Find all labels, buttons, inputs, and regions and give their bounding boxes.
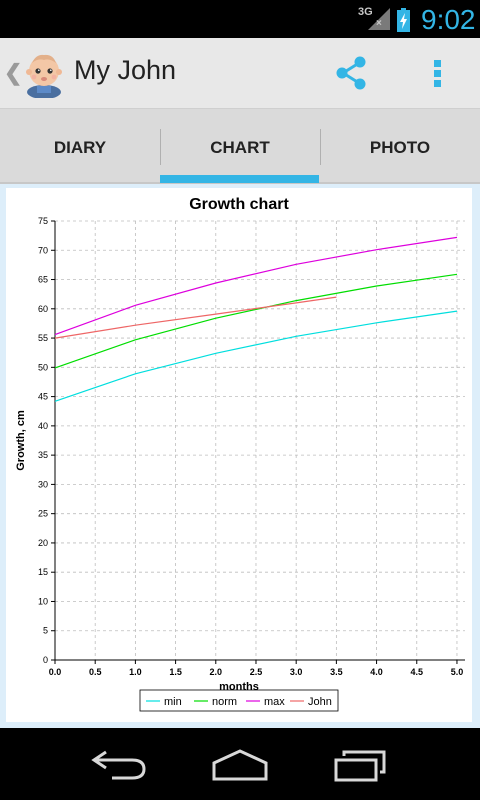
tab-bar-divider <box>0 182 480 184</box>
y-tick-label: 5 <box>43 626 48 636</box>
x-tick-label: 4.0 <box>370 667 383 677</box>
x-tick-label: 2.5 <box>250 667 263 677</box>
x-tick-label: 0.0 <box>49 667 62 677</box>
x-tick-label: 1.5 <box>169 667 182 677</box>
legend-label-max: max <box>264 696 285 708</box>
no-data-indicator: × <box>376 18 382 29</box>
home-icon <box>212 749 268 781</box>
share-button[interactable] <box>330 52 374 96</box>
growth-chart: Growth chart 0 5 10 15 20 25 30 35 40 45 50 55 60 65 70… <box>15 196 465 712</box>
y-tick-label: 60 <box>38 304 48 314</box>
overflow-menu-button[interactable] <box>416 52 460 96</box>
x-tick-label: 4.5 <box>411 667 424 677</box>
x-tick-label: 0.5 <box>89 667 102 677</box>
y-tick-label: 70 <box>38 245 48 255</box>
x-tick-label: 3.5 <box>330 667 343 677</box>
tab-photo[interactable]: PHOTO <box>320 109 480 185</box>
share-icon <box>336 56 366 90</box>
series-line-min <box>54 310 458 402</box>
y-axis-label: Growth, cm <box>15 410 27 471</box>
network-type: 3G <box>358 6 373 18</box>
home-up-button[interactable]: ❮ <box>0 38 70 108</box>
y-tick-label: 50 <box>38 362 48 372</box>
y-tick-label: 55 <box>38 333 48 343</box>
y-tick-label: 0 <box>43 655 48 665</box>
tab-chart[interactable]: CHART <box>160 109 320 185</box>
chart-legend <box>139 689 339 712</box>
status-bar: 3G × 9:02 <box>0 0 480 38</box>
x-tick-label: 2.0 <box>210 667 223 677</box>
y-tick-label: 65 <box>38 275 48 285</box>
tab-bar: DIARY CHART PHOTO <box>0 108 480 185</box>
tab-divider <box>320 129 321 165</box>
page-title: My John <box>74 55 177 85</box>
y-tick-label: 40 <box>38 421 48 431</box>
tab-chart-label: CHART <box>210 138 270 157</box>
x-tick-label: 1.0 <box>129 667 142 677</box>
legend-label-norm: norm <box>212 696 237 708</box>
up-chevron-icon: ❮ <box>4 60 23 85</box>
x-tick-label: 5.0 <box>451 667 464 677</box>
recents-icon <box>334 750 386 782</box>
action-bar: ❮ My John <box>0 38 480 108</box>
y-tick-label: 30 <box>38 479 48 489</box>
x-tick-label: 3.0 <box>290 667 303 677</box>
back-button[interactable] <box>88 746 152 782</box>
tab-diary-label: DIARY <box>53 138 107 157</box>
baby-avatar-icon <box>26 54 62 98</box>
y-tick-label: 75 <box>38 216 48 226</box>
tab-divider <box>160 129 161 165</box>
clock: 9:02 <box>421 4 476 35</box>
chart-title: Growth chart <box>189 196 289 213</box>
series-line-max <box>54 236 458 336</box>
y-tick-label: 15 <box>38 567 48 577</box>
signal-icon <box>368 8 390 30</box>
series-line-john <box>54 296 337 339</box>
y-tick-label: 25 <box>38 509 48 519</box>
y-tick-label: 20 <box>38 538 48 548</box>
recents-button[interactable] <box>328 746 392 782</box>
y-tick-label: 45 <box>38 392 48 402</box>
selected-tab-indicator <box>160 175 319 183</box>
overflow-menu-icon <box>434 60 441 87</box>
legend-label-min: min <box>164 696 182 708</box>
series-line-norm <box>54 273 458 369</box>
content-area: Growth chart 0 5 10 15 20 25 30 35 40 45 50 55 60 65 70… <box>0 184 480 728</box>
back-icon <box>91 750 146 780</box>
navigation-bar <box>0 728 480 800</box>
legend-label-john: John <box>308 696 332 708</box>
y-tick-label: 35 <box>38 450 48 460</box>
tab-diary[interactable]: DIARY <box>0 109 160 185</box>
home-button[interactable] <box>208 746 272 782</box>
growth-chart-card: Growth chart 0 5 10 15 20 25 30 35 40 45 50 55 60 65 70… <box>6 188 472 722</box>
y-tick-label: 10 <box>38 596 48 606</box>
tab-photo-label: PHOTO <box>369 138 431 157</box>
battery-charging-icon <box>397 8 410 32</box>
